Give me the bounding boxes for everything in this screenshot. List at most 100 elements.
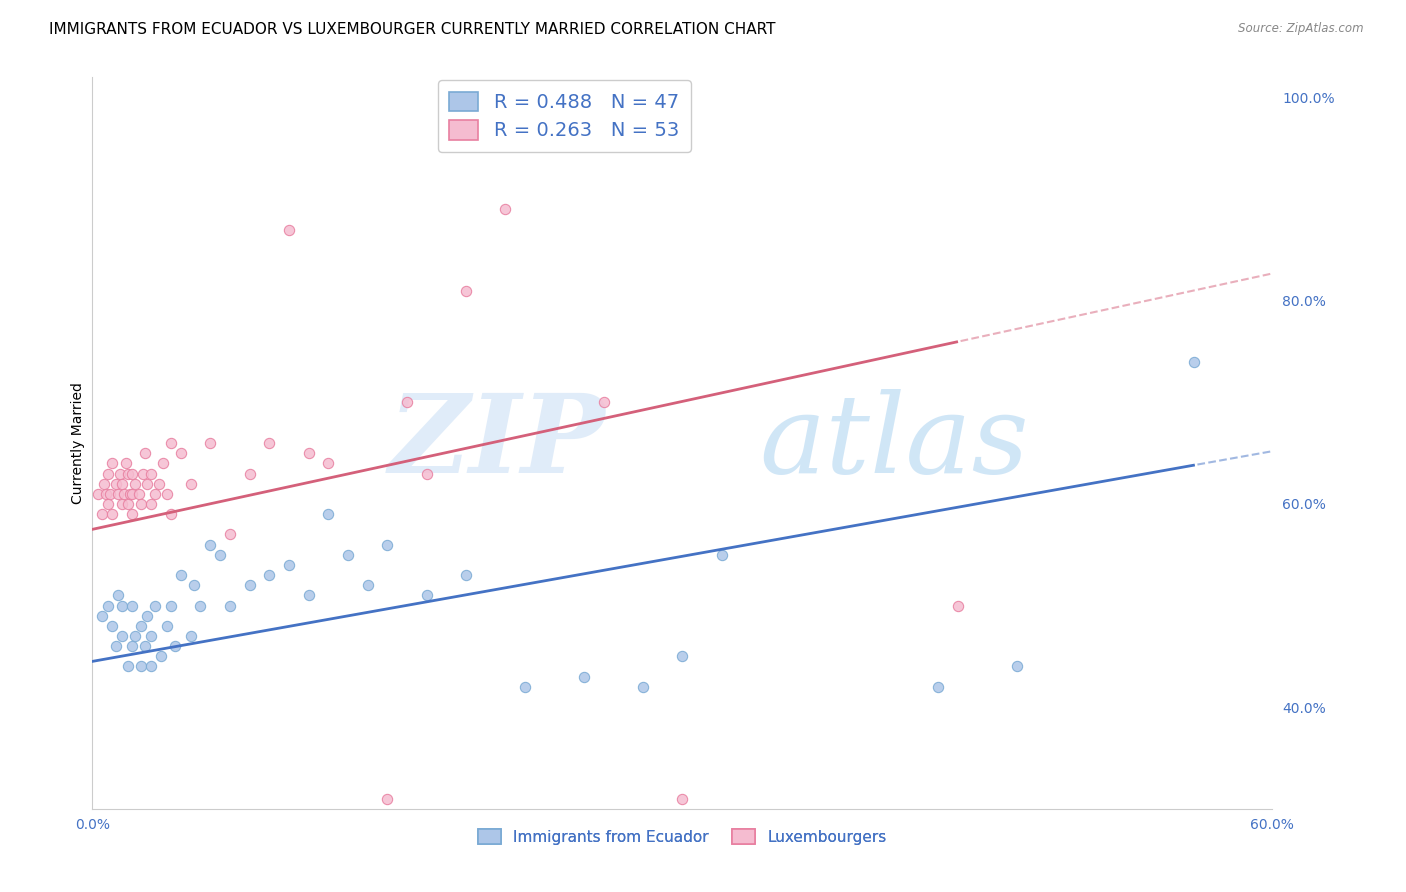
Point <box>132 467 155 481</box>
Text: Source: ZipAtlas.com: Source: ZipAtlas.com <box>1239 22 1364 36</box>
Point <box>415 467 437 481</box>
Point <box>238 467 260 481</box>
Point <box>494 202 516 217</box>
Point <box>238 578 260 592</box>
Point <box>91 608 114 623</box>
Point <box>117 659 139 673</box>
Point <box>121 487 143 501</box>
Point <box>93 476 115 491</box>
Point <box>356 578 378 592</box>
Point <box>927 680 949 694</box>
Point <box>257 436 280 450</box>
Point <box>395 395 418 409</box>
Point <box>160 436 183 450</box>
Point <box>141 629 163 643</box>
Point <box>200 436 222 450</box>
Point <box>97 497 120 511</box>
Point <box>209 548 232 562</box>
Point <box>104 639 127 653</box>
Point <box>316 507 339 521</box>
Point <box>124 476 146 491</box>
Point <box>297 446 319 460</box>
Point <box>121 639 143 653</box>
Point <box>141 659 163 673</box>
Point <box>87 487 110 501</box>
Point <box>218 527 240 541</box>
Point <box>117 467 139 481</box>
Point <box>131 659 153 673</box>
Point <box>141 467 163 481</box>
Point <box>111 476 134 491</box>
Point <box>160 507 183 521</box>
Point <box>513 680 536 694</box>
Point <box>200 538 222 552</box>
Point <box>121 467 143 481</box>
Point <box>710 548 733 562</box>
Point <box>131 619 153 633</box>
Point <box>108 467 131 481</box>
Point <box>218 599 240 613</box>
Point <box>454 284 477 298</box>
Point <box>118 487 141 501</box>
Point <box>1182 355 1205 369</box>
Point <box>117 497 139 511</box>
Point <box>277 558 299 572</box>
Point <box>454 568 477 582</box>
Point <box>152 456 174 470</box>
Point <box>97 599 120 613</box>
Point <box>107 487 129 501</box>
Point <box>150 649 173 664</box>
Point <box>97 467 120 481</box>
Point <box>128 487 150 501</box>
Point <box>163 639 186 653</box>
Point <box>112 487 135 501</box>
Point <box>111 599 134 613</box>
Point <box>631 680 654 694</box>
Point <box>143 487 166 501</box>
Point <box>141 497 163 511</box>
Point <box>415 588 437 602</box>
Point <box>121 507 143 521</box>
Legend: Immigrants from Ecuador, Luxembourgers: Immigrants from Ecuador, Luxembourgers <box>471 822 894 852</box>
Point <box>592 395 614 409</box>
Y-axis label: Currently Married: Currently Married <box>72 382 86 504</box>
Point <box>104 476 127 491</box>
Point <box>98 487 121 501</box>
Point <box>1005 659 1028 673</box>
Point <box>170 446 193 460</box>
Point <box>156 487 179 501</box>
Point <box>297 588 319 602</box>
Text: ZIP: ZIP <box>389 389 606 497</box>
Point <box>121 599 143 613</box>
Point <box>107 588 129 602</box>
Point <box>101 619 124 633</box>
Point <box>91 507 114 521</box>
Text: IMMIGRANTS FROM ECUADOR VS LUXEMBOURGER CURRENTLY MARRIED CORRELATION CHART: IMMIGRANTS FROM ECUADOR VS LUXEMBOURGER … <box>49 22 776 37</box>
Point <box>94 487 117 501</box>
Point <box>134 446 156 460</box>
Point <box>156 619 179 633</box>
Point <box>183 578 205 592</box>
Point <box>134 639 156 653</box>
Point <box>114 456 136 470</box>
Point <box>101 456 124 470</box>
Point <box>143 599 166 613</box>
Point <box>190 599 212 613</box>
Point <box>257 568 280 582</box>
Point <box>136 476 159 491</box>
Point <box>170 568 193 582</box>
Point <box>180 476 202 491</box>
Text: atlas: atlas <box>759 389 1029 497</box>
Point <box>375 791 398 805</box>
Point <box>336 548 359 562</box>
Point <box>136 608 159 623</box>
Point <box>148 476 170 491</box>
Point <box>572 670 595 684</box>
Point <box>160 599 183 613</box>
Point <box>180 629 202 643</box>
Point <box>124 629 146 643</box>
Point <box>111 497 134 511</box>
Point <box>946 599 969 613</box>
Point <box>375 538 398 552</box>
Point <box>111 629 134 643</box>
